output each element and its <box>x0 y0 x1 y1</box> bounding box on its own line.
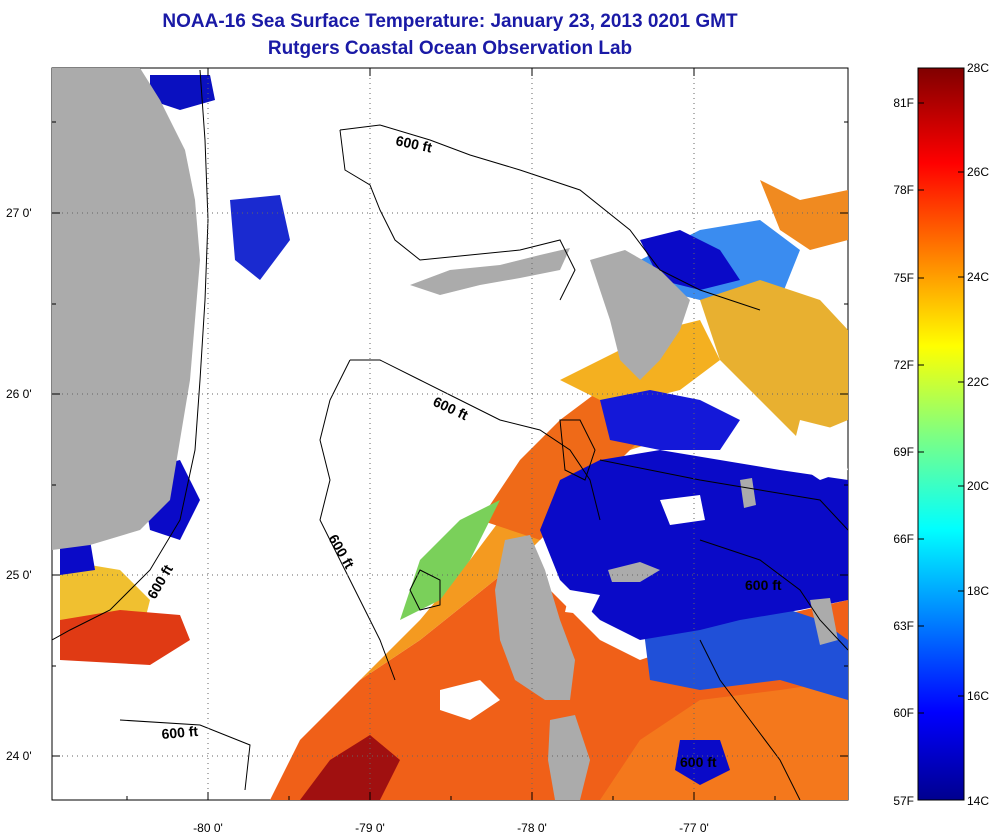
cloud-patches <box>440 420 848 720</box>
cb-c-24: 24C <box>967 270 989 284</box>
lon-label-77: -77 0' <box>679 821 709 835</box>
cb-c-26: 26C <box>967 165 989 179</box>
lat-label-27: 27 0' <box>6 206 32 220</box>
cb-f-57: 57F <box>893 794 914 808</box>
lat-label-25: 25 0' <box>6 568 32 582</box>
cb-f-78: 78F <box>893 183 914 197</box>
lon-label-78: -78 0' <box>517 821 547 835</box>
lat-label-26: 26 0' <box>6 387 32 401</box>
map-subtitle: Rutgers Coastal Ocean Observation Lab <box>267 38 633 59</box>
cb-c-20: 20C <box>967 479 989 493</box>
isobath-contours <box>52 69 848 800</box>
cb-c-14: 14C <box>967 794 989 808</box>
contour-label-6: 600 ft <box>745 577 782 593</box>
cb-f-60: 60F <box>893 706 914 720</box>
cb-f-72: 72F <box>893 358 914 372</box>
cb-f-81: 81F <box>893 96 914 110</box>
contour-label-7: 600 ft <box>680 754 717 770</box>
lon-label-79: -79 0' <box>355 821 385 835</box>
map-title: NOAA-16 Sea Surface Temperature: January… <box>162 11 738 32</box>
cb-c-16: 16C <box>967 689 989 703</box>
colorbar <box>917 67 965 801</box>
cb-f-69: 69F <box>893 445 914 459</box>
cb-c-28: 28C <box>967 61 989 75</box>
cb-c-22: 22C <box>967 375 989 389</box>
graticule <box>52 68 848 800</box>
land-mass <box>52 68 838 800</box>
contour-label-1: 600 ft <box>394 132 433 155</box>
cb-f-75: 75F <box>893 271 914 285</box>
map-content: 600 ft 600 ft 600 ft 600 ft 600 ft 600 f… <box>52 68 848 800</box>
lat-label-24: 24 0' <box>6 749 32 763</box>
colorbar-ticks <box>918 102 964 714</box>
contour-label-5: 600 ft <box>161 723 199 742</box>
cb-f-66: 66F <box>893 532 914 546</box>
sst-cold-east <box>60 75 848 785</box>
cb-f-63: 63F <box>893 619 914 633</box>
axis-ticks <box>52 68 848 800</box>
cb-c-18: 18C <box>967 584 989 598</box>
lon-label-80: -80 0' <box>193 821 223 835</box>
